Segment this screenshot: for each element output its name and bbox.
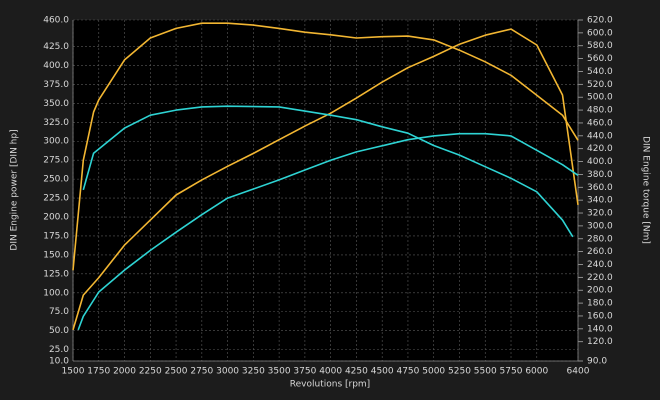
curve: [72, 28, 579, 331]
y-tick-label: 225.0: [43, 194, 69, 204]
y-tick-label: 275.0: [43, 156, 69, 166]
x-tick-label: 3000: [216, 367, 239, 377]
y-tick-label: 425.0: [43, 42, 69, 52]
y-tick-label: 100.0: [43, 288, 69, 298]
x-tick-label: 6000: [525, 367, 548, 377]
y2-tick-label: 460.0: [587, 118, 613, 128]
x-tick-label: 4500: [371, 367, 394, 377]
y-tick-label: 75.0: [49, 307, 69, 317]
x-tick-label: 1500: [62, 367, 85, 377]
y-tick-label: 25.0: [49, 345, 69, 355]
y2-tick-label: 620.0: [587, 16, 613, 26]
x-tick-label: 2750: [190, 367, 213, 377]
y2-tick-label: 260.0: [587, 247, 613, 257]
y2-tick-label: 120.0: [587, 337, 613, 347]
y2-tick-label: 540.0: [587, 67, 613, 77]
curve: [77, 132, 579, 331]
x-tick-label: 2250: [139, 367, 162, 377]
y2-tick-label: 560.0: [587, 54, 613, 64]
y2-tick-label: 90.0: [587, 357, 607, 367]
y2-tick-label: 140.0: [587, 324, 613, 334]
y-tick-label: 125.0: [43, 269, 69, 279]
y2-tick-label: 480.0: [587, 106, 613, 116]
y-tick-label: 150.0: [43, 250, 69, 260]
y2-tick-label: 580.0: [587, 41, 613, 51]
x-tick-label: 2000: [113, 367, 136, 377]
x-tick-label: 4750: [396, 367, 419, 377]
y-tick-label: 250.0: [43, 175, 69, 185]
y2-tick-label: 160.0: [587, 311, 613, 321]
y2-tick-label: 240.0: [587, 260, 613, 270]
y-tick-label: 460.0: [43, 16, 69, 26]
x-tick-label: 2500: [165, 367, 188, 377]
x-axis-label: Revolutions [rpm]: [290, 380, 370, 390]
y2-tick-label: 220.0: [587, 273, 613, 283]
y-tick-label: 50.0: [49, 326, 69, 336]
curve: [72, 22, 579, 271]
y2-tick-label: 520.0: [587, 80, 613, 90]
y-tick-label: 400.0: [43, 61, 69, 71]
curve: [82, 105, 574, 238]
y-tick-label: 300.0: [43, 137, 69, 147]
y2-tick-label: 380.0: [587, 170, 613, 180]
y-tick-label: 10.0: [49, 357, 69, 367]
x-tick-label: 3500: [268, 367, 291, 377]
y2-tick-label: 600.0: [587, 28, 613, 38]
x-tick-label: 3750: [293, 367, 316, 377]
x-tick-label: 5750: [500, 367, 523, 377]
x-tick-label: 5000: [422, 367, 445, 377]
x-tick-label: 1750: [87, 367, 110, 377]
y-tick-label: 325.0: [43, 118, 69, 128]
y2-tick-label: 400.0: [587, 157, 613, 167]
x-tick-label: 5250: [448, 367, 471, 377]
y2-tick-label: 440.0: [587, 131, 613, 141]
y2-tick-label: 340.0: [587, 196, 613, 206]
x-tick-label: 4250: [345, 367, 368, 377]
y2-tick-label: 320.0: [587, 209, 613, 219]
y2-tick-label: 280.0: [587, 234, 613, 244]
x-tick-label: 4000: [319, 367, 342, 377]
y2-tick-label: 200.0: [587, 286, 613, 296]
plot-area: [73, 20, 578, 361]
y2-axis-label: DIN Engine torque [Nm]: [641, 136, 651, 244]
y-tick-label: 175.0: [43, 231, 69, 241]
y-tick-label: 350.0: [43, 99, 69, 109]
y2-tick-label: 300.0: [587, 221, 613, 231]
y2-tick-label: 180.0: [587, 299, 613, 309]
y2-tick-label: 500.0: [587, 93, 613, 103]
y-tick-label: 200.0: [43, 213, 69, 223]
x-tick-label: 5500: [474, 367, 497, 377]
y2-tick-label: 360.0: [587, 183, 613, 193]
x-tick-label: 3250: [242, 367, 265, 377]
x-tick-label: 6400: [567, 367, 590, 377]
y-tick-label: 375.0: [43, 80, 69, 90]
y2-tick-label: 420.0: [587, 144, 613, 154]
y-axis-label: DIN Engine power [DIN hp]: [10, 129, 20, 250]
